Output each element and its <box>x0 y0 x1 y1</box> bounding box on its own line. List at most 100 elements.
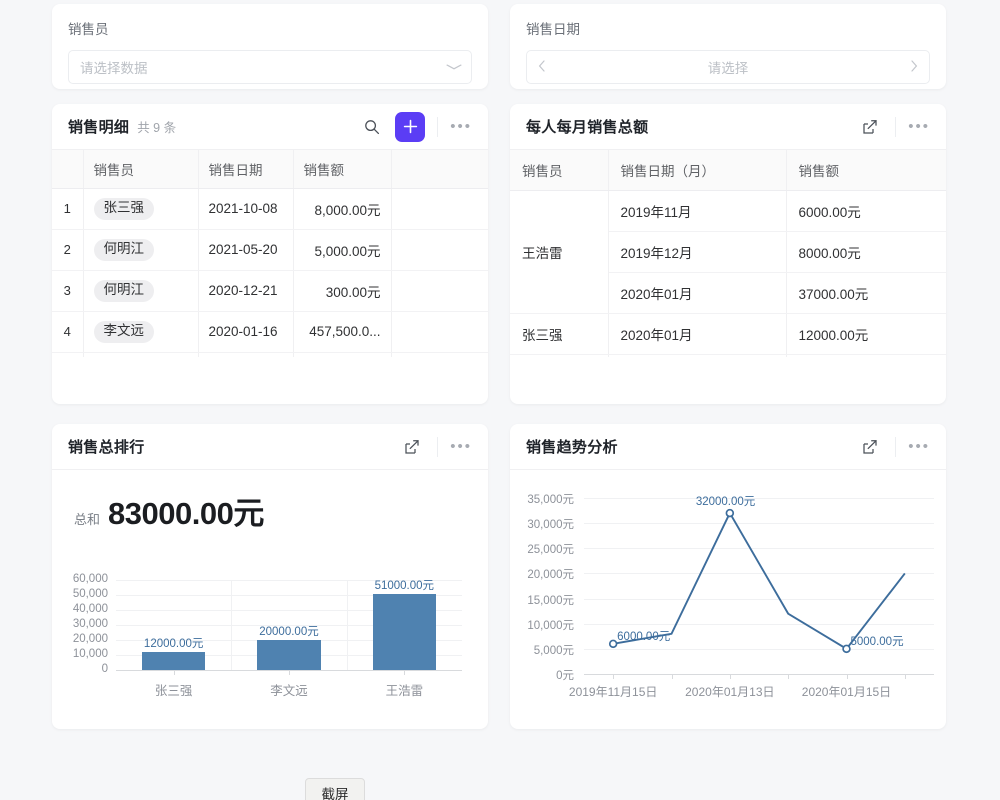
cell-amount: 6000.00元 <box>786 190 946 232</box>
bar-chart-gridline <box>116 595 462 596</box>
bar-chart-bar[interactable] <box>372 593 437 670</box>
table-row[interactable]: 4 李文远 2020-01-16 457,500.0... <box>52 311 488 353</box>
cell-amount: 20000.00元 <box>786 354 946 357</box>
card-actions-sales-ranking: ••• <box>399 434 472 460</box>
col-amount: 销售额 <box>293 150 392 189</box>
total-summary: 总和 83000.00元 <box>52 470 488 533</box>
table-row[interactable]: 2 何明江 2021-05-20 5,000.00元 <box>52 229 488 271</box>
table-row[interactable]: 2020年01月 37000.00元 <box>510 272 946 314</box>
chevron-down-icon <box>446 62 462 72</box>
person-tag: 李文远 <box>93 320 154 343</box>
card-sales-trend: 销售趋势分析 ••• 0元 5,000元 10,000元 15,000元 20,000元… <box>510 424 946 729</box>
ellipsis-icon-monthly-pivot[interactable]: ••• <box>895 116 930 137</box>
card-actions-monthly-pivot: ••• <box>857 114 930 140</box>
table-header-row: 销售员 销售日期（月） 销售额 <box>510 150 946 191</box>
cell-date: 2021-05-20 <box>198 229 294 271</box>
cell-salesperson: 张三强 <box>83 188 199 230</box>
table-row[interactable]: 5 王浩雷 2020-01-15 5,000.00元 <box>52 352 488 357</box>
line-chart-x-axis <box>584 674 934 675</box>
line-chart-gridline <box>584 623 934 625</box>
cell-date: 2020-01-16 <box>198 311 294 353</box>
salesperson-select-placeholder: 请选择数据 <box>80 61 148 76</box>
date-picker[interactable]: 请选择 <box>526 50 930 84</box>
col-salesperson: 销售员 <box>510 150 609 191</box>
cell-rowno: 3 <box>52 270 84 312</box>
col-salesperson: 销售员 <box>83 150 199 189</box>
col-blank <box>391 150 488 189</box>
total-label: 总和 <box>74 512 101 527</box>
line-chart-y-tick-label: 25,000元 <box>527 544 574 557</box>
line-chart-tick-mark <box>788 675 790 679</box>
line-chart-gridline <box>584 523 934 525</box>
chevron-left-icon[interactable] <box>538 60 546 74</box>
bar-chart-bar[interactable] <box>141 652 206 670</box>
external-link-icon[interactable] <box>857 434 883 460</box>
sales-detail-table-viewport[interactable]: 销售员 销售日期 销售额 1 张三强 2021-10-08 8,000.00元 <box>52 150 488 357</box>
card-monthly-pivot: 每人每月销售总额 ••• 销售 <box>510 104 946 404</box>
bar-chart-gridline <box>116 610 462 611</box>
ellipsis-icon-sales-detail[interactable]: ••• <box>437 116 472 137</box>
external-link-icon[interactable] <box>857 114 883 140</box>
card-title-monthly-pivot: 每人每月销售总额 <box>526 119 649 136</box>
ellipsis-icon-sales-ranking[interactable]: ••• <box>437 436 472 457</box>
card-sales-detail: 销售明细 共 9 条 ••• 销售员 <box>52 104 488 404</box>
bar-chart-data-label: 12000.00元 <box>143 638 204 650</box>
bar-chart-data-label: 51000.00元 <box>374 579 435 592</box>
bar-chart-x-tick-label: 张三强 <box>154 684 193 698</box>
cell-salesperson: 王浩雷 <box>83 352 199 357</box>
cell-amount: 457,500.0... <box>293 311 392 353</box>
person-tag: 何明江 <box>93 279 154 302</box>
external-link-icon[interactable] <box>399 434 425 460</box>
cell-amount: 8,000.00元 <box>293 188 392 230</box>
screenshot-button-label: 截屏 <box>321 787 349 800</box>
table-row[interactable]: 张三强 2020年01月 12000.00元 <box>510 313 946 355</box>
line-chart-data-label: 6000.00元 <box>617 630 671 643</box>
screenshot-button[interactable]: 截屏 <box>305 778 365 800</box>
table-row[interactable]: 王浩雷 2019年11月 6000.00元 <box>510 190 946 314</box>
cell-rowno: 5 <box>52 352 84 357</box>
card-header-monthly-pivot: 每人每月销售总额 ••• <box>510 104 946 150</box>
filter-card-salesperson: 销售员 请选择数据 <box>52 4 488 89</box>
cell-month: 2020年01月 <box>608 354 787 357</box>
table-row[interactable]: 李文远 2020年01月 20000.00元 <box>510 354 946 357</box>
cell-amount: 5,000.00元 <box>293 352 392 357</box>
cell-amount: 12000.00元 <box>786 313 946 355</box>
line-chart-y-tick-label: 30,000元 <box>527 519 574 532</box>
bar-chart-bar[interactable] <box>257 640 321 670</box>
ellipsis-icon-sales-trend[interactable]: ••• <box>895 436 930 457</box>
line-chart-y-tick-label: 35,000元 <box>527 494 574 506</box>
cell-rowno: 1 <box>52 188 84 230</box>
monthly-pivot-viewport[interactable]: 销售员 销售日期（月） 销售额 王浩雷 2019年11月 6000.00元 20… <box>510 150 946 357</box>
card-header-sales-trend: 销售趋势分析 ••• <box>510 424 946 470</box>
table-row[interactable]: 2019年12月 8000.00元 <box>510 231 946 273</box>
card-sales-ranking: 销售总排行 ••• 总和 83000.00元 0 10,000 20,000 30,0 <box>52 424 488 729</box>
chevron-right-icon[interactable] <box>910 60 918 74</box>
bar-chart-sales-ranking[interactable]: 0 10,000 20,000 30,000 40,000 50,000 60,000 120… <box>52 546 488 706</box>
add-record-button[interactable] <box>395 111 426 142</box>
bar-chart-tick-mark <box>404 671 406 675</box>
bar-chart-y-tick-label: 50,000 <box>72 588 108 600</box>
line-chart-x-tick-label: 2020年01月15日 <box>801 685 892 699</box>
cell-amount: 8000.00元 <box>786 231 946 273</box>
line-chart-data-label: 5000.00元 <box>850 635 904 648</box>
cell-month: 2019年12月 <box>608 231 787 273</box>
search-icon[interactable] <box>359 114 385 140</box>
bar-chart-vgridline <box>346 580 348 670</box>
card-actions-sales-detail: ••• <box>359 111 472 142</box>
line-chart-gridline <box>584 548 934 550</box>
table-row[interactable]: 1 张三强 2021-10-08 8,000.00元 <box>52 188 488 230</box>
bar-chart-x-tick-label: 王浩雷 <box>385 684 424 698</box>
bar-chart-vgridline <box>231 580 233 670</box>
line-chart-tick-mark <box>846 675 848 679</box>
table-row[interactable]: 3 何明江 2020-12-21 300.00元 <box>52 270 488 312</box>
cell-blank <box>391 229 488 271</box>
cell-date: 2021-10-08 <box>198 188 294 230</box>
total-value: 83000.00元 <box>108 496 264 531</box>
bar-chart-gridline <box>116 625 462 626</box>
cell-amount: 300.00元 <box>293 270 392 312</box>
bar-chart-tick-mark <box>173 671 175 675</box>
salesperson-select[interactable]: 请选择数据 <box>68 50 472 84</box>
line-chart-sales-trend[interactable]: 0元 5,000元 10,000元 15,000元 20,000元 25,000元 30,0… <box>510 476 946 726</box>
line-chart-y-tick-label: 5,000元 <box>533 644 574 657</box>
